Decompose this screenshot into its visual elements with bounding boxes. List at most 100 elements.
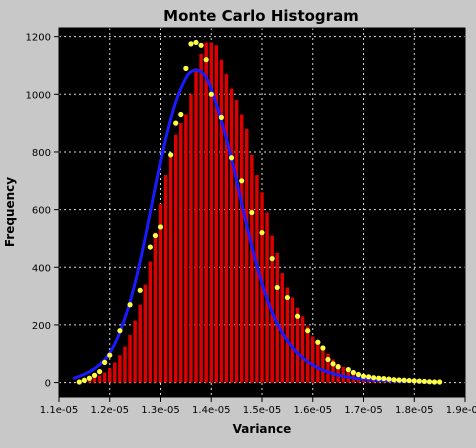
data-point [345, 367, 351, 373]
y-axis-label: Frequency [3, 177, 17, 247]
histogram-bar [138, 304, 142, 383]
x-tick-label: 1.4e-05 [192, 405, 230, 416]
data-point [355, 371, 362, 378]
histogram-bar [305, 326, 310, 383]
histogram-bar [209, 42, 213, 383]
data-point [411, 378, 417, 384]
histogram-bar [199, 53, 203, 383]
data-point [137, 287, 143, 293]
data-point [416, 378, 422, 384]
histogram-bar [214, 45, 219, 383]
histogram-bar [128, 335, 132, 383]
data-point [431, 379, 438, 385]
histogram-bar [168, 154, 173, 383]
data-point [376, 375, 382, 381]
histogram-bar [118, 355, 122, 383]
data-point [81, 377, 87, 383]
data-point [330, 361, 336, 367]
histogram-bar [341, 366, 345, 383]
data-point [168, 152, 174, 158]
histogram-bar [326, 353, 330, 383]
histogram-bar [229, 88, 234, 383]
data-point [426, 379, 433, 385]
chart-title: Monte Carlo Histogram [163, 7, 359, 25]
y-tick-label: 200 [32, 321, 51, 332]
histogram-bar [102, 372, 107, 383]
data-points [76, 39, 443, 385]
data-point [315, 339, 321, 345]
data-point [193, 39, 199, 46]
data-point [305, 328, 311, 334]
y-tick-label: 1200 [26, 33, 51, 44]
data-point [218, 114, 224, 120]
data-point [91, 372, 98, 378]
data-point [386, 376, 392, 382]
histogram-bar [336, 363, 340, 383]
data-point [152, 232, 159, 239]
data-point [228, 155, 235, 161]
data-point [325, 356, 331, 363]
x-tick-label: 1.3e-05 [141, 405, 179, 416]
data-point [198, 42, 204, 48]
x-tick-label: 1.1e-05 [40, 405, 78, 416]
x-tick-label: 1.6e-05 [294, 405, 332, 416]
histogram-bar [300, 316, 305, 383]
axes: 1.1e-05 1.2e-05 1.3e-05 1.4e-05 1.5e-05 1.6e-… [26, 27, 476, 416]
fit-curve [72, 68, 437, 384]
histogram-bar [331, 359, 335, 383]
histogram-bar [163, 175, 168, 383]
data-point [239, 178, 245, 184]
data-point [173, 120, 179, 126]
data-point [178, 111, 184, 118]
data-point [350, 369, 356, 376]
data-point [437, 379, 443, 385]
data-point [188, 41, 194, 47]
y-tick-label: 1000 [26, 90, 51, 101]
data-point [406, 377, 412, 384]
histogram-bar [113, 362, 117, 383]
data-point [294, 313, 301, 319]
histogram-bar [123, 346, 127, 383]
data-point [86, 375, 93, 381]
data-point [421, 378, 427, 385]
histogram-bar [234, 100, 239, 383]
data-point [127, 302, 133, 308]
histogram-bar [92, 377, 97, 383]
data-point [381, 375, 387, 382]
x-tick-label: 1.7e-05 [344, 405, 382, 416]
histogram-bar [295, 307, 300, 383]
histogram-bar [316, 342, 320, 383]
data-point [391, 377, 397, 383]
data-point [259, 230, 265, 236]
data-point [320, 345, 326, 351]
data-point [360, 373, 367, 379]
histogram-bar [173, 134, 178, 383]
histogram-bar [250, 154, 254, 383]
data-point [284, 294, 290, 301]
data-point [76, 379, 82, 385]
histogram-bar [311, 336, 315, 383]
histogram-bar [239, 114, 244, 383]
data-point [117, 328, 123, 334]
histogram-bar [97, 375, 102, 383]
data-point [371, 375, 377, 381]
x-axis-label: Variance [233, 422, 292, 436]
histogram-bar [290, 297, 295, 383]
data-point [97, 369, 103, 375]
histogram-bar [158, 203, 163, 383]
data-point [203, 57, 209, 63]
histogram-bar [280, 273, 285, 383]
histogram-bar [219, 59, 224, 383]
histogram-bar [224, 74, 229, 383]
histogram-bar [184, 114, 188, 383]
histogram-bar [194, 68, 198, 383]
data-point [249, 209, 255, 216]
histogram-bar [285, 287, 290, 383]
data-point [269, 256, 275, 262]
histogram-bar [189, 94, 193, 383]
x-tick-label: 1.9e-05 [446, 405, 476, 416]
data-point [401, 377, 407, 383]
plot-border [58, 27, 466, 398]
